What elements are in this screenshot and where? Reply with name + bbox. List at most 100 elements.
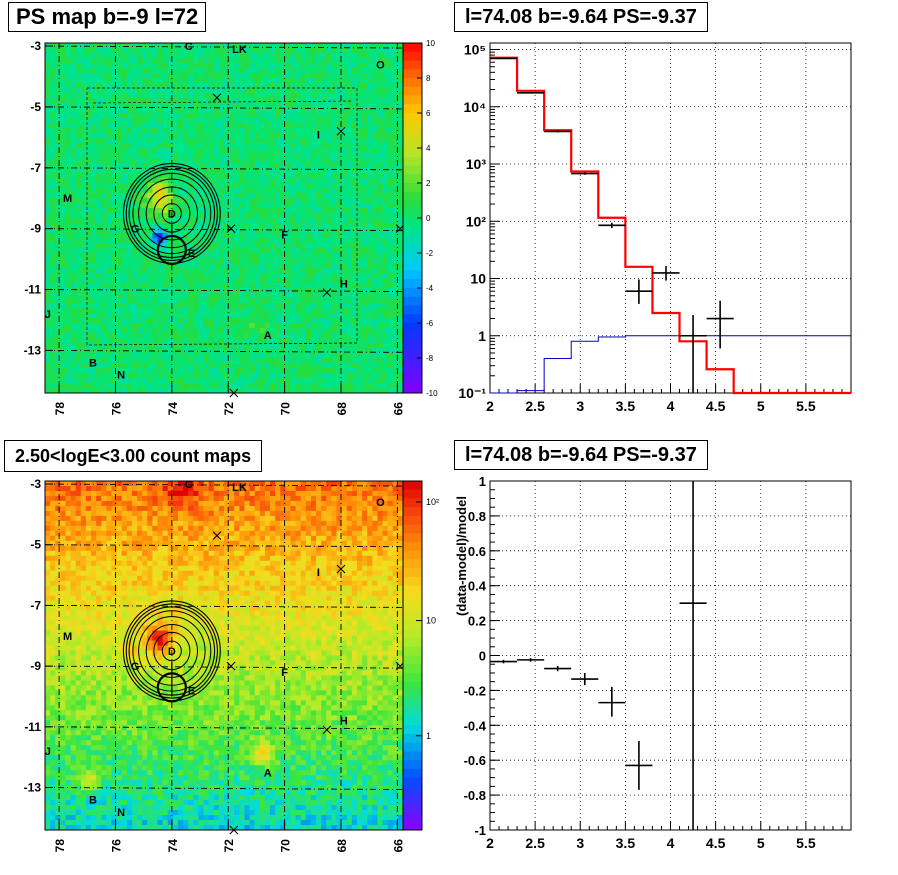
ps_map-pixel [208,323,215,329]
ps_map-pixel [121,68,128,74]
ps_map-pixel [336,338,343,344]
ps_map-pixel [377,48,383,54]
ps_map-pixel [208,68,215,74]
ps_map-pixel [234,343,240,349]
ps_map-pixel [382,218,389,224]
ps_map-pixel [316,118,322,124]
ps_map-pixel [91,298,97,304]
ps_map-pixel [193,173,199,179]
ps_map-pixel [45,148,51,154]
ps_map-pixel [305,113,312,119]
ps_map-pixel [321,268,327,274]
ps_map-pixel [300,198,307,204]
ps_map-pixel [60,213,66,219]
ps_map-pixel [131,153,138,159]
ps_map-pixel [177,88,184,94]
ps_map-pixel [193,153,199,159]
ps_map-pixel [367,188,373,194]
ps_map-pixel [91,313,97,319]
ps_map-pixel [310,258,317,264]
ps_map-pixel [377,68,383,74]
ps_map-pixel [316,58,322,64]
ps_map-pixel [224,78,230,84]
ps_map-pixel [310,58,317,64]
ps_map-pixel [280,78,286,84]
ps_map-pixel [101,218,107,224]
ps_map-pixel [137,303,143,309]
ps_map-pixel [167,363,174,369]
ps_map-pixel [392,143,399,149]
ps_map-pixel [218,243,225,249]
ps_map-pixel [183,348,189,354]
ps_map-pixel [234,183,240,189]
ps_map-pixel [126,108,133,114]
ps_map-pixel [249,343,256,349]
ps_map-pixel [326,348,332,354]
ps_map-pixel [203,263,210,269]
ps_map-pixel [208,238,215,244]
ps_map-pixel [121,58,128,64]
ps_map-pixel [285,138,291,144]
ps_map-pixel [147,163,153,169]
ps_map-pixel [305,213,312,219]
ps_map-pixel [167,218,174,224]
ps_map-pixel [362,213,368,219]
ps_map-pixel [295,73,302,79]
ps_map-pixel [264,83,271,89]
ps_map-pixel [377,148,383,154]
ps_map-pixel [137,218,143,224]
ps_map-pixel [295,373,302,379]
ps_map-pixel [377,363,383,369]
ps_map-pixel [65,63,71,69]
ps_map-pixel [70,88,77,94]
ps_map-pixel [188,343,194,349]
ps_map-pixel [106,43,112,49]
ps_map-pixel [341,58,348,64]
ps_map-pixel [254,158,261,164]
ps_map-pixel [346,118,353,124]
ps_map-pixel [198,233,204,239]
ps_map-pixel [65,208,71,214]
ps_map-pixel [290,238,296,244]
ps_map-pixel [203,83,210,89]
ps_map-pixel [137,133,143,139]
ps_map-pixel [372,183,378,189]
ps_map-cross-marker [226,224,236,234]
ps_map-pixel [208,183,215,189]
ps_map-pixel [346,113,353,119]
ps_map-pixel [91,388,97,394]
ps_map-pixel [101,88,107,94]
ps_map-pixel [234,123,240,129]
ps_map-pixel [183,158,189,164]
ps_map-pixel [331,298,337,304]
ps_map-pixel [183,273,189,279]
ps_map-pixel [116,108,123,114]
ps_map-pixel [131,333,138,339]
ps_map-pixel [85,293,92,299]
ps_map-pixel [316,158,322,164]
ps_map-pixel [351,203,358,209]
ps_map-pixel [254,253,261,259]
ps_map-pixel [270,373,276,379]
ps_map-pixel [362,63,368,69]
ps_map-pixel [91,153,97,159]
ps_map-pixel [111,163,117,169]
ps_map-pixel [157,388,164,394]
ps_map-pixel [259,303,266,309]
ps_map-pixel [351,383,358,389]
ps_map-pixel [50,308,56,314]
ps_map-pixel [80,323,87,329]
ps_map-pixel [310,383,317,389]
ps_map-pixel [106,313,112,319]
ps_map-pixel [167,343,174,349]
ps_map-pixel [147,328,153,334]
ps_map-pixel [321,333,327,339]
ps_map-pixel [372,98,378,104]
ps_map-pixel [50,238,56,244]
ps_map-pixel [387,388,394,394]
ps_map-pixel [254,188,261,194]
ps_map-pixel [60,68,66,74]
ps_map-pixel [142,188,148,194]
ps_map-pixel [362,148,368,154]
ps_map-pixel [259,228,266,234]
